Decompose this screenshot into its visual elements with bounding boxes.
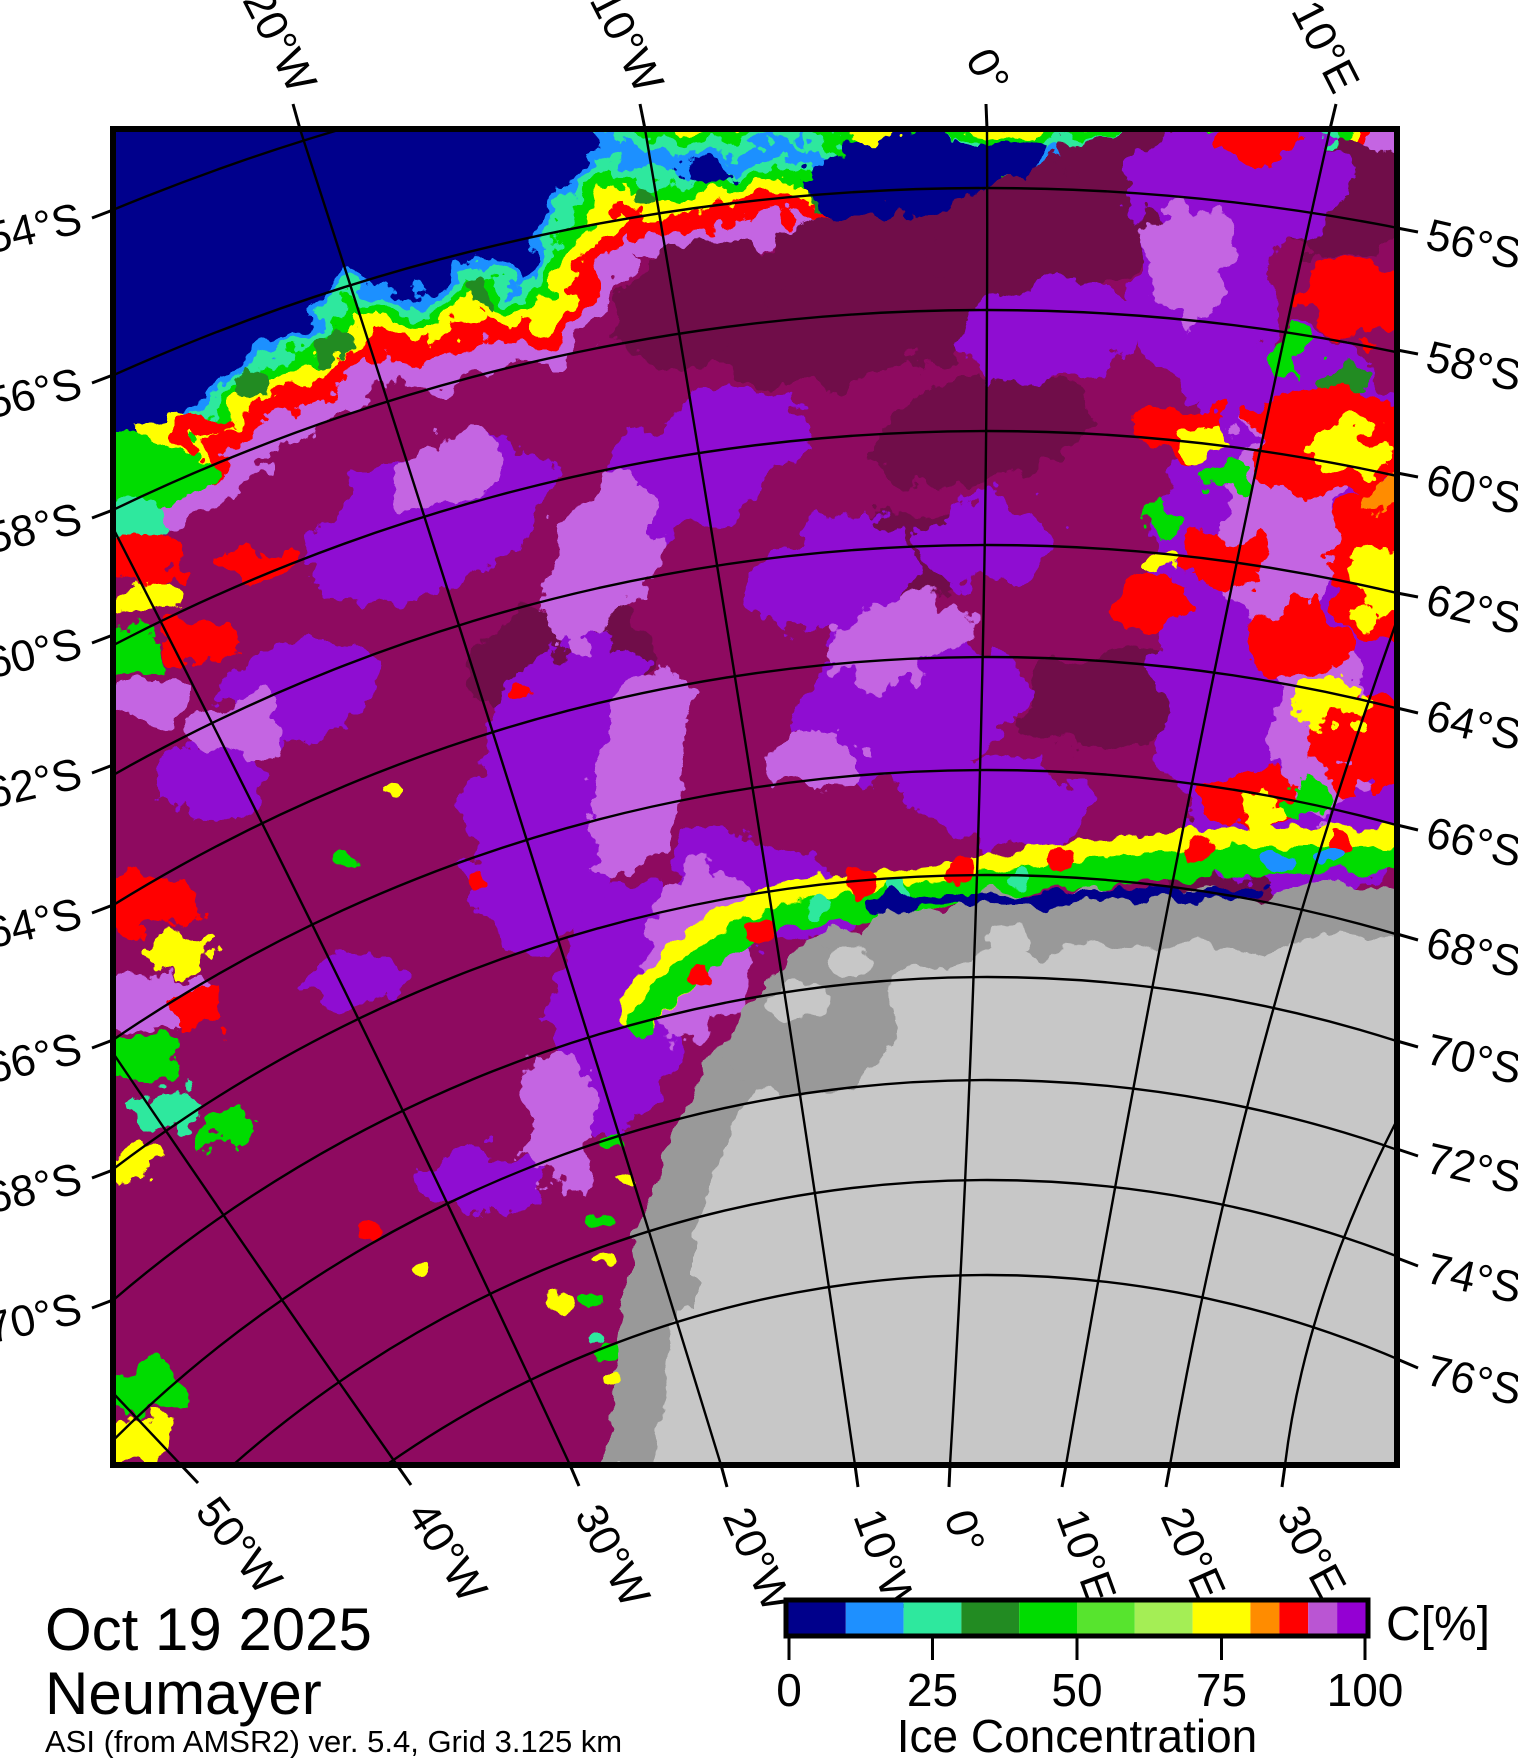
lat-label-left: 70°S — [0, 1284, 86, 1353]
colorbar-segment — [961, 1602, 1020, 1634]
lat-label-right: 60°S — [1422, 455, 1518, 524]
map-date: Oct 19 2025 — [45, 1596, 372, 1663]
lat-label-right: 64°S — [1422, 691, 1518, 760]
lat-label-left: 54°S — [0, 194, 86, 263]
lat-label-right: 68°S — [1422, 918, 1518, 987]
map-frame — [110, 126, 1400, 1468]
colorbar-tick-label: 50 — [1051, 1664, 1102, 1716]
map-area — [113, 129, 1397, 1465]
lat-label-left: 64°S — [0, 889, 86, 958]
colorbar-tick-label: 75 — [1196, 1664, 1247, 1716]
colorbar-segment — [1134, 1602, 1193, 1634]
lon-label-bottom: 30°E — [1267, 1498, 1355, 1606]
coastal-ice-edge — [617, 826, 1397, 1036]
lon-label-bottom: 30°W — [565, 1497, 659, 1616]
lat-label-right: 62°S — [1422, 575, 1518, 644]
axis-ticks — [91, 103, 1419, 1488]
coastal-polynya — [864, 884, 1266, 911]
map-source: ASI (from AMSR2) ver. 5.4, Grid 3.125 km — [45, 1724, 622, 1758]
colorbar-segment — [1337, 1602, 1366, 1634]
lon-label-bottom: 10°E — [1047, 1503, 1126, 1610]
colorbar-segment — [788, 1602, 846, 1634]
lat-label-right: 66°S — [1422, 808, 1518, 877]
lon-label-top: 10°E — [1282, 0, 1369, 101]
lat-label-left: 68°S — [0, 1154, 86, 1223]
lat-label-left: 66°S — [0, 1024, 86, 1093]
lat-label-left: 60°S — [0, 619, 86, 688]
graticule — [113, 129, 1397, 1465]
map-region: Neumayer — [45, 1660, 322, 1727]
continent-group — [580, 880, 1397, 1465]
colorbar-tick-label: 25 — [907, 1664, 958, 1716]
colorbar-tick-label: 100 — [1327, 1664, 1404, 1716]
right-mottle — [1115, 129, 1397, 830]
colorbar: 0 25 50 75 100 C[%] Ice Concentration — [776, 1597, 1490, 1758]
lon-label-bottom: 20°E — [1151, 1500, 1235, 1608]
lon-label-top: 10°W — [580, 0, 673, 101]
lat-label-right: 58°S — [1422, 332, 1518, 401]
colorbar-segment — [1279, 1602, 1309, 1634]
lat-label-left: 56°S — [0, 359, 86, 428]
colorbar-segment — [1250, 1602, 1280, 1634]
colorbar-segment — [1192, 1602, 1251, 1634]
lat-label-right: 70°S — [1422, 1025, 1518, 1094]
colorbar-title: Ice Concentration — [897, 1710, 1258, 1758]
colorbar-segment — [903, 1602, 962, 1634]
lon-label-top: 20°W — [233, 0, 326, 101]
left-mottle — [113, 410, 300, 1460]
title-block: Oct 19 2025 Neumayer ASI (from AMSR2) ve… — [45, 1596, 622, 1758]
colorbar-border — [783, 1597, 1371, 1639]
lat-label-right: 74°S — [1422, 1244, 1518, 1313]
lon-label-bottom: 0° — [934, 1504, 994, 1559]
lon-label-bottom: 40°W — [398, 1493, 497, 1611]
lat-label-left: 58°S — [0, 494, 86, 563]
lat-label-left: 62°S — [0, 749, 86, 818]
colorbar-unit: C[%] — [1386, 1598, 1490, 1651]
colorbar-segment — [1308, 1602, 1338, 1634]
colorbar-tick-label: 0 — [776, 1664, 802, 1716]
colorbar-segment — [845, 1602, 904, 1634]
lon-label-bottom: 50°W — [186, 1488, 291, 1604]
colorbar-segment — [1077, 1602, 1135, 1634]
lat-label-right: 76°S — [1422, 1346, 1518, 1415]
lat-label-right: 56°S — [1422, 210, 1518, 279]
ocean-region — [113, 129, 604, 454]
colorbar-segment — [1019, 1602, 1077, 1634]
lat-label-right: 72°S — [1422, 1134, 1518, 1203]
lon-label-top: 0° — [956, 41, 1019, 101]
